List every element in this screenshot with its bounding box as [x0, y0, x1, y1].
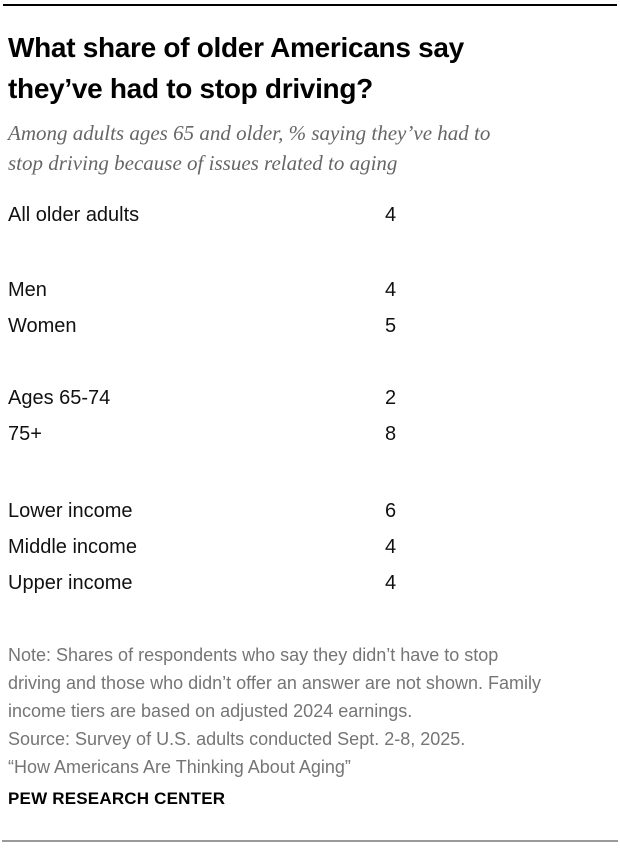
table-row: All older adults 4	[8, 197, 568, 233]
note-line: income tiers are based on adjusted 2024 …	[8, 701, 413, 721]
pew-research-center-wordmark: PEW RESEARCH CENTER	[8, 789, 226, 808]
row-value: 2	[385, 387, 397, 409]
row-value: 5	[385, 315, 397, 337]
top-rule	[3, 4, 617, 6]
row-label: Middle income	[8, 536, 137, 558]
row-value: 4	[385, 572, 397, 594]
table-row: Men 4	[8, 272, 568, 308]
chart-subtitle: Among adults ages 65 and older, % saying…	[8, 118, 490, 178]
row-label: Women	[8, 315, 77, 337]
subtitle-line-2: stop driving because of issues related t…	[8, 151, 398, 175]
row-value: 4	[385, 204, 397, 226]
table-row: 75+ 8	[8, 416, 568, 452]
note-line: driving and those who didn’t offer an an…	[8, 673, 541, 693]
chart-footnote: Note: Shares of respondents who say they…	[8, 641, 541, 781]
row-value: 4	[385, 279, 397, 301]
row-value: 6	[385, 500, 397, 522]
table-row: Middle income 4	[8, 529, 568, 565]
row-label: Lower income	[8, 500, 133, 522]
table-row: Upper income 4	[8, 565, 568, 601]
row-label: Men	[8, 279, 47, 301]
bottom-rule	[2, 840, 618, 842]
note-line: Note: Shares of respondents who say they…	[8, 645, 499, 665]
title-line-1: What share of older Americans say	[8, 32, 464, 63]
row-group-income: Lower income 6 Middle income 4 Upper inc…	[8, 493, 568, 601]
source-line: Source: Survey of U.S. adults conducted …	[8, 729, 466, 749]
row-group-gender: Men 4 Women 5	[8, 272, 568, 344]
table-row: Ages 65-74 2	[8, 380, 568, 416]
row-group-all: All older adults 4	[8, 197, 568, 233]
report-title-line: “How Americans Are Thinking About Aging”	[8, 757, 351, 777]
row-label: Ages 65-74	[8, 387, 111, 409]
row-label: All older adults	[8, 204, 140, 226]
row-value: 8	[385, 423, 397, 445]
title-line-2: they’ve had to stop driving?	[8, 73, 373, 104]
row-label: Upper income	[8, 572, 133, 594]
page-title: What share of older Americans say they’v…	[8, 27, 464, 109]
table-row: Women 5	[8, 308, 568, 344]
table-row: Lower income 6	[8, 493, 568, 529]
row-value: 4	[385, 536, 397, 558]
row-label: 75+	[8, 423, 42, 445]
subtitle-line-1: Among adults ages 65 and older, % saying…	[8, 121, 491, 145]
row-group-age: Ages 65-74 2 75+ 8	[8, 380, 568, 452]
